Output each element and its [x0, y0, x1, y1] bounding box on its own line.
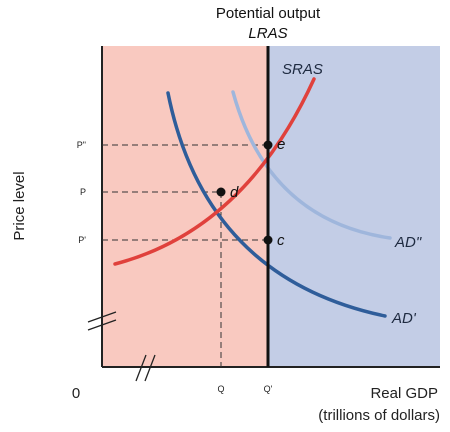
tick-p-double-prime: P"	[77, 140, 86, 150]
point-c-label: c	[277, 232, 285, 249]
tick-p: P	[80, 187, 86, 197]
sras-curve	[113, 77, 316, 266]
heading-lras: LRAS	[248, 25, 287, 42]
ad-prime-label: AD'	[391, 310, 417, 327]
x-axis-break	[135, 354, 156, 382]
point-d-label: d	[230, 184, 239, 201]
point-d-dot	[216, 187, 226, 197]
dashed-guides	[102, 144, 268, 367]
x-axis-title-line2: (trillions of dollars)	[318, 407, 440, 424]
ad-double-prime-curve	[231, 90, 392, 240]
ad-prime-curve	[166, 91, 387, 318]
point-e-label: e	[277, 136, 285, 153]
inflationary-gap-region	[268, 46, 440, 367]
point-c-dot	[263, 235, 273, 245]
ad-double-prime-label: AD"	[394, 234, 422, 251]
y-axis-break	[87, 311, 117, 331]
y-axis-title: Price level	[11, 171, 28, 240]
tick-q: Q	[217, 384, 224, 394]
origin-label: 0	[72, 385, 80, 402]
sras-label: SRAS	[282, 61, 323, 78]
tick-q-prime: Q'	[264, 384, 273, 394]
recessionary-gap-region	[102, 46, 268, 367]
heading-potential-output: Potential output	[216, 5, 321, 22]
point-e-dot	[263, 140, 273, 150]
tick-p-prime: P'	[78, 235, 86, 245]
x-axis-title-line1: Real GDP	[370, 385, 438, 402]
